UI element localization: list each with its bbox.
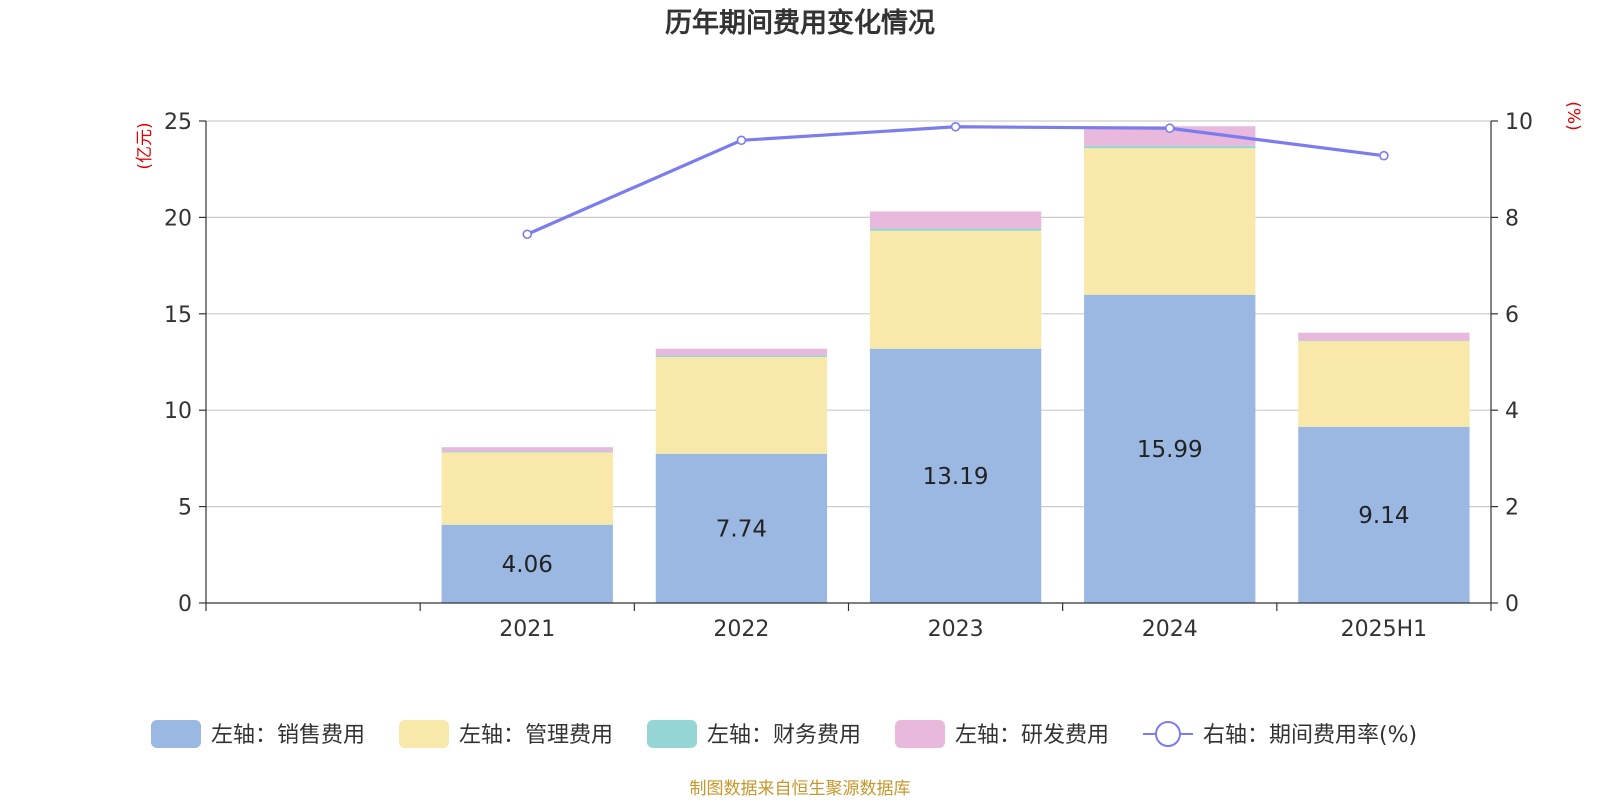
bar-segment: [1298, 340, 1470, 341]
y-left-tick-label: 20: [164, 206, 192, 231]
bar-segment: [441, 524, 613, 603]
line-series: [522, 121, 1389, 240]
y-left-tick-label: 5: [178, 496, 192, 521]
bar-segment: [1084, 145, 1256, 149]
y-left-tick-label: 10: [164, 399, 192, 424]
bar-series: [441, 126, 1470, 603]
bar-data-label: 13.19: [923, 464, 989, 490]
y-right-tick-label: 10: [1505, 110, 1533, 135]
bar-segment: [655, 348, 828, 356]
bar-data-label: 7.74: [716, 516, 767, 542]
bar-segment: [655, 356, 828, 454]
legend-label: 左轴：财务费用: [707, 723, 861, 748]
legend-label: 左轴：研发费用: [955, 723, 1109, 748]
y-left-axis-title: (亿元): [135, 122, 155, 169]
legend-item: 左轴：研发费用: [895, 720, 1109, 748]
chart-title: 历年期间费用变化情况: [665, 7, 935, 39]
y-right-tick-label: 4: [1505, 399, 1519, 424]
y-left-tick-label: 25: [164, 110, 192, 135]
y-right-tick-label: 2: [1505, 496, 1519, 521]
bar-segment: [1298, 332, 1470, 341]
bar-segment: [441, 447, 613, 452]
legend-label: 左轴：销售费用: [211, 723, 365, 748]
y-left-tick-label: 15: [164, 303, 192, 328]
bar-data-label: 4.06: [502, 552, 553, 578]
rate-point: [736, 135, 747, 146]
y-right-tick-label: 6: [1505, 303, 1519, 328]
legend-color-swatch: [399, 720, 449, 748]
legend-color-swatch: [151, 720, 201, 748]
legend-label: 左轴：管理费用: [459, 723, 613, 748]
bar-segment: [869, 211, 1042, 229]
legend-item: 左轴：财务费用: [647, 720, 861, 748]
bar-segment: [441, 451, 613, 453]
bar-segment: [1084, 126, 1256, 146]
bar-data-label: 9.14: [1358, 503, 1409, 529]
legend-label: 右轴：期间费用率(%): [1203, 723, 1417, 748]
bar-segment: [1084, 294, 1256, 603]
x-tick-label: 2021: [499, 617, 555, 642]
legend-color-swatch: [647, 720, 697, 748]
y-right-axis-title: (%): [1563, 101, 1583, 130]
bar-segment: [1298, 340, 1470, 427]
legend: 左轴：销售费用 左轴：管理费用 左轴：财务费用 左轴：研发费用 右轴：期间费用率(%): [151, 720, 1417, 748]
legend-item: 左轴：销售费用: [151, 720, 365, 748]
bar-segment: [441, 452, 613, 525]
x-tick-label: 2025H1: [1341, 617, 1428, 642]
rate-point: [522, 229, 533, 240]
x-tick-label: 2023: [928, 617, 984, 642]
axes: 0 5 10 15 20 25 0 2 4 6 8 10 2021 2022 2023 2024 2025H1: [164, 110, 1533, 642]
bar-segment: [1298, 426, 1470, 603]
y-left-tick-label: 0: [178, 592, 192, 617]
x-tick-label: 2024: [1142, 617, 1198, 642]
bar-segment: [655, 453, 828, 603]
rate-point: [1379, 150, 1389, 161]
rate-point: [1164, 123, 1175, 134]
bar-segment: [869, 348, 1042, 603]
bar-segment: [869, 230, 1042, 349]
rate-point: [950, 121, 961, 132]
bar-segment: [1084, 148, 1256, 295]
bar-segment: [869, 228, 1042, 231]
y-right-tick-label: 0: [1505, 592, 1519, 617]
legend-item: 左轴：管理费用: [399, 720, 613, 748]
legend-color-swatch: [895, 720, 945, 748]
data-labels: 4.06 7.74 13.19 15.99 9.14: [502, 437, 1410, 578]
source-note: 制图数据来自恒生聚源数据库: [690, 779, 911, 799]
x-tick-label: 2022: [713, 617, 769, 642]
grid-lines: [206, 120, 1491, 508]
bar-segment: [655, 355, 828, 357]
legend-item: 右轴：期间费用率(%): [1143, 721, 1417, 748]
bar-data-label: 15.99: [1137, 437, 1203, 463]
legend-marker-swatch: [1155, 721, 1181, 747]
y-right-tick-label: 8: [1505, 206, 1519, 231]
